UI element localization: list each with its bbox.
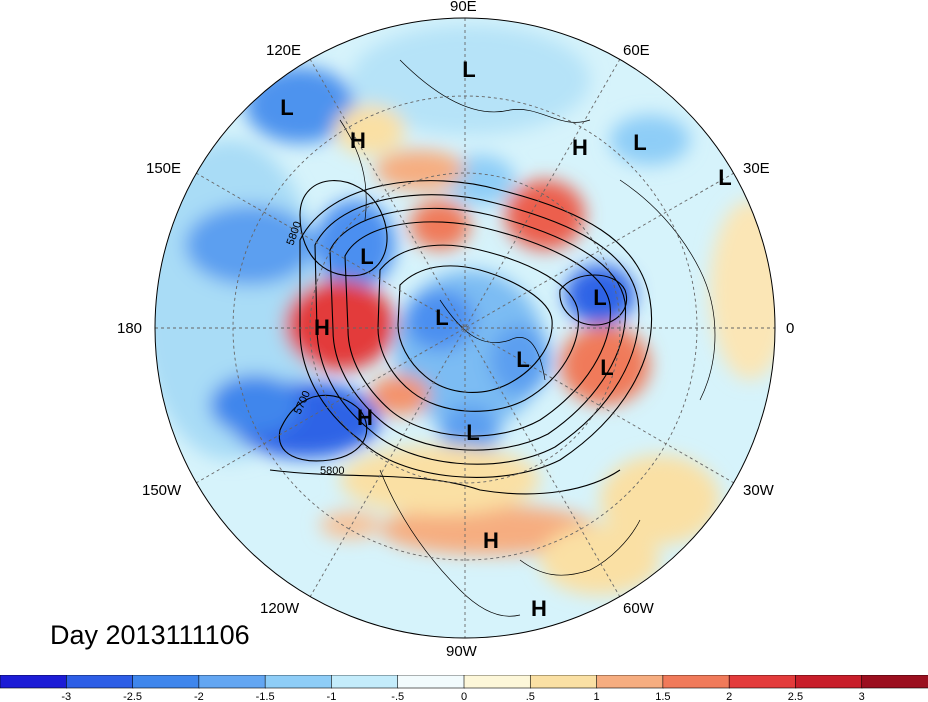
colorbar-tick-label: -2 xyxy=(194,691,204,702)
colorbar-swatch xyxy=(198,675,266,689)
low-pressure-marker: L xyxy=(633,130,646,155)
lon-label-30w: 30W xyxy=(743,482,774,499)
map-boundary xyxy=(154,17,776,639)
colorbar: -3 -2.5 -2 -1.5 -1 -.5 0 .5 1 1.5 2 2.5 3 xyxy=(0,675,928,702)
high-pressure-marker: H xyxy=(357,405,373,430)
lon-label-150e: 150E xyxy=(146,160,182,177)
high-pressure-marker: H xyxy=(483,528,499,553)
low-pressure-marker: L xyxy=(435,305,448,330)
colorbar-swatch xyxy=(132,675,200,689)
colorbar-tick-label: 3 xyxy=(859,691,865,702)
colorbar-tick-label: -.5 xyxy=(391,691,404,702)
lon-label-90e: 90E xyxy=(450,0,477,15)
colorbar-swatch xyxy=(861,675,928,689)
low-pressure-marker: L xyxy=(360,244,373,269)
high-pressure-marker: H xyxy=(350,128,366,153)
colorbar-swatch xyxy=(65,675,134,689)
colorbar-swatch xyxy=(795,675,863,689)
height-contours xyxy=(269,180,652,495)
lon-label-180: 180 xyxy=(117,320,143,337)
graticule xyxy=(155,18,775,638)
colorbar-tick-label: -1 xyxy=(327,691,337,702)
colorbar-tick-label: 1 xyxy=(594,691,600,702)
low-pressure-marker: L xyxy=(466,420,479,445)
lon-label-60e: 60E xyxy=(623,42,650,59)
low-pressure-marker: L xyxy=(600,355,613,380)
colorbar-tick-label: .5 xyxy=(526,691,535,702)
colorbar-swatch xyxy=(662,675,730,689)
lon-label-60w: 60W xyxy=(623,600,654,617)
low-pressure-marker: L xyxy=(280,95,293,120)
colorbar-tick-label: 1.5 xyxy=(655,691,670,702)
lon-label-90w: 90W xyxy=(446,643,477,660)
colorbar-tick-label: 2 xyxy=(726,691,732,702)
lon-label-150w: 150W xyxy=(142,482,182,499)
contour-label: 5800 xyxy=(320,465,344,477)
low-pressure-marker: L xyxy=(462,57,475,82)
colorbar-swatch xyxy=(463,675,532,689)
colorbar-swatch xyxy=(529,675,598,689)
colorbar-swatch xyxy=(331,675,399,689)
lon-label-120w: 120W xyxy=(260,600,300,617)
lon-label-0: 0 xyxy=(786,320,795,337)
lon-label-30e: 30E xyxy=(743,160,770,177)
colorbar-tick-label: -1.5 xyxy=(256,691,275,702)
colorbar-swatch xyxy=(596,675,664,689)
colorbar-swatch xyxy=(264,675,333,689)
low-pressure-marker: L xyxy=(718,165,731,190)
colorbar-swatch xyxy=(0,675,68,689)
low-pressure-marker: L xyxy=(593,285,606,310)
high-pressure-marker: H xyxy=(572,135,588,160)
lon-label-120e: 120E xyxy=(266,42,302,59)
high-pressure-marker: H xyxy=(531,596,547,621)
anomaly-field xyxy=(155,18,775,638)
colorbar-swatch xyxy=(397,675,465,689)
colorbar-tick-label: -3 xyxy=(61,691,71,702)
colorbar-tick-label: 0 xyxy=(461,691,467,702)
high-pressure-marker: H xyxy=(314,315,330,340)
coastlines xyxy=(339,59,716,617)
colorbar-swatch xyxy=(728,675,797,689)
low-pressure-marker: L xyxy=(516,347,529,372)
colorbar-tick-label: -2.5 xyxy=(123,691,142,702)
day-title: Day 2013111106 xyxy=(50,620,250,650)
colorbar-tick-label: 2.5 xyxy=(788,691,803,702)
